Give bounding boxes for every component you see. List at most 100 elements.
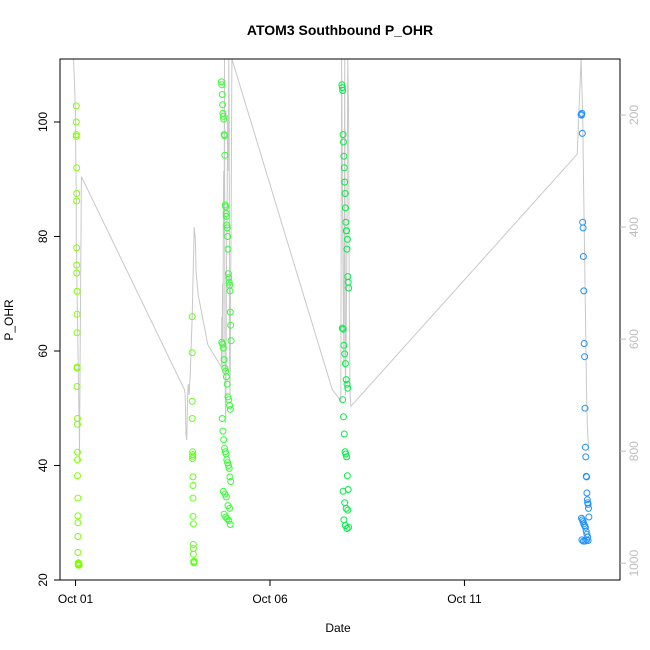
data-point [583,473,591,481]
data-point [339,87,347,94]
data-point [189,452,197,460]
data-point [578,129,586,137]
y-tick-label: 80 [36,230,50,244]
data-point [73,310,81,318]
data-point [223,380,231,388]
data-point [344,278,352,286]
data-point [74,512,82,520]
data-point [74,549,82,556]
data-point [188,349,196,357]
data-point [343,525,351,532]
data-point [72,118,80,126]
data-point [343,235,351,243]
data-point [74,420,81,428]
data-point [189,545,197,552]
data-point [583,496,591,504]
data-point [339,487,347,495]
data-point [342,376,350,384]
data-point [222,212,230,220]
data-point [585,504,592,512]
data-point [340,152,348,160]
data-point [341,190,349,197]
data-point [345,284,353,292]
data-point [74,494,82,502]
data-point [580,287,588,295]
data-point [188,415,196,422]
data-point [340,138,347,146]
data-point [221,132,228,140]
data-point [74,456,81,464]
data-point [218,415,226,422]
data-point [73,364,81,372]
data-point [226,401,234,409]
x-tick-label: Oct 01 [58,592,94,606]
data-point [339,131,347,139]
data-point [74,448,81,456]
data-point [189,541,197,548]
data-point [339,396,347,404]
data-point [218,91,226,98]
data-point [340,413,347,421]
data-point [343,380,351,388]
data-point [190,558,198,566]
data-point [224,393,232,401]
data-point [581,537,589,545]
x-axis-title: Date [325,621,351,635]
data-point [585,513,593,521]
data-point [73,197,81,205]
data-point [74,519,82,527]
data-point [341,360,349,368]
data-point [341,350,349,358]
data-point [224,462,232,469]
data-point [74,533,82,540]
secondary-line [73,58,590,463]
data-point [222,373,230,381]
data-point [219,101,227,109]
y-tick-label: 40 [36,459,50,473]
data-point [581,443,589,451]
data-point [225,517,233,524]
data-point [340,516,348,524]
data-point [218,81,226,89]
data-point [189,520,197,528]
data-point [345,523,353,531]
data-point [73,329,81,337]
data-point [73,164,81,172]
plot-frame [59,58,621,581]
data-point [226,521,234,528]
data-point [74,472,81,480]
data-point [581,523,589,531]
data-point [189,482,197,489]
y2-tick-label: 600 [627,329,641,349]
data-point [340,341,348,349]
data-point [188,397,196,405]
data-point [342,218,350,226]
data-point [226,405,234,413]
data-point [189,455,197,463]
y2-tick-label: 1000 [627,550,641,577]
data-point [73,261,81,269]
x-tick-label: Oct 11 [447,592,482,606]
points-layer [72,78,593,569]
data-point [339,325,347,333]
data-point [189,473,197,481]
data-point [223,515,231,523]
y-axis-title: P_OHR [2,299,16,341]
data-point [340,430,348,438]
data-point [217,78,225,86]
data-point [223,224,231,232]
data-point [583,489,591,497]
y2-tick-label: 400 [627,217,641,237]
data-point [344,273,352,281]
data-point [223,221,231,229]
data-point [224,245,232,253]
data-point [584,537,592,544]
data-point [73,287,81,295]
data-point [225,274,233,282]
data-point [224,233,232,240]
data-point [73,269,81,277]
x-tick-label: Oct 06 [252,592,288,606]
data-point [220,115,228,123]
data-point [75,561,83,568]
data-point [220,356,228,364]
